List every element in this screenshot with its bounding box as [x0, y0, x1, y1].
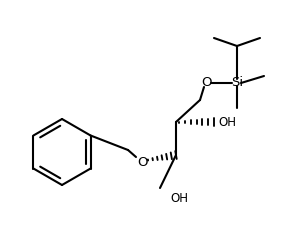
Text: Si: Si: [231, 76, 243, 90]
Text: OH: OH: [170, 191, 188, 204]
Text: O: O: [202, 76, 212, 90]
Text: OH: OH: [218, 115, 236, 128]
Text: O: O: [138, 155, 148, 169]
